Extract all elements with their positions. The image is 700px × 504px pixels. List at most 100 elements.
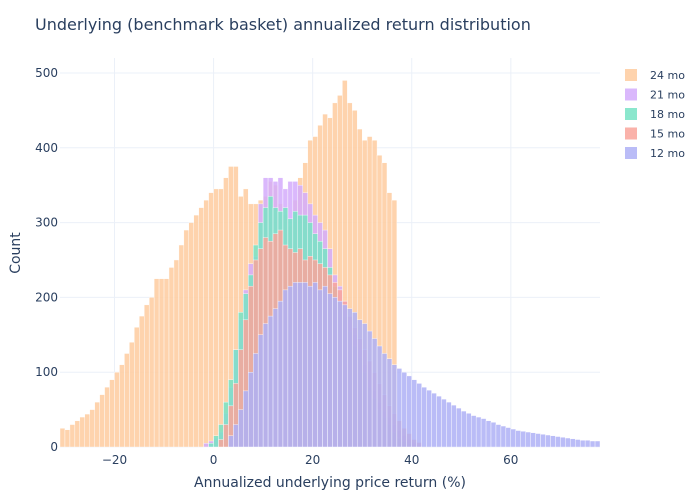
bar[interactable] [386, 358, 393, 448]
bar[interactable] [426, 389, 432, 448]
bar[interactable] [396, 368, 403, 448]
bar[interactable] [218, 439, 224, 448]
bar[interactable] [495, 424, 502, 448]
bar[interactable] [584, 440, 591, 448]
bar[interactable] [292, 282, 298, 448]
bar[interactable] [277, 300, 284, 448]
legend-item[interactable]: 24 mo [625, 69, 685, 82]
bar[interactable] [510, 428, 516, 448]
bar[interactable] [129, 342, 135, 448]
bar[interactable] [391, 364, 398, 448]
bar[interactable] [362, 323, 368, 448]
bar[interactable] [168, 267, 175, 448]
bar[interactable] [411, 379, 417, 448]
bar[interactable] [327, 293, 333, 448]
bar[interactable] [451, 404, 457, 448]
bar[interactable] [69, 424, 76, 448]
bar[interactable] [480, 418, 487, 448]
bar[interactable] [322, 285, 328, 448]
bar[interactable] [163, 278, 170, 448]
bar[interactable] [158, 278, 165, 448]
bar[interactable] [99, 394, 105, 448]
bar[interactable] [134, 327, 140, 448]
bar[interactable] [401, 371, 407, 448]
bar[interactable] [124, 353, 130, 448]
bar[interactable] [248, 371, 254, 448]
bar[interactable] [114, 371, 120, 448]
bar[interactable] [535, 433, 541, 448]
bar[interactable] [272, 308, 279, 448]
bar[interactable] [446, 401, 452, 448]
bar[interactable] [74, 420, 81, 448]
bar[interactable] [302, 282, 308, 448]
bar[interactable] [213, 435, 219, 448]
bar[interactable] [307, 285, 313, 448]
bar[interactable] [589, 440, 596, 448]
bar[interactable] [178, 244, 185, 448]
bar[interactable] [183, 229, 190, 448]
bar[interactable] [366, 330, 373, 448]
bar[interactable] [148, 297, 155, 448]
bar[interactable] [530, 432, 536, 448]
bar[interactable] [188, 222, 194, 448]
bar[interactable] [253, 353, 259, 448]
bar[interactable] [466, 413, 472, 448]
bar[interactable] [337, 300, 343, 448]
bar[interactable] [89, 409, 95, 448]
bar[interactable] [371, 338, 378, 448]
bar[interactable] [312, 282, 318, 448]
bar[interactable] [342, 304, 348, 448]
bar[interactable] [441, 398, 447, 448]
bar[interactable] [104, 386, 110, 448]
bar[interactable] [421, 386, 427, 448]
bar[interactable] [406, 375, 412, 448]
bar[interactable] [193, 214, 199, 448]
legend-item[interactable]: 18 mo [625, 108, 685, 121]
bar[interactable] [416, 383, 422, 448]
bar[interactable] [213, 188, 219, 448]
bar[interactable] [208, 443, 214, 448]
bar[interactable] [575, 439, 581, 448]
bar[interactable] [144, 304, 150, 448]
bar[interactable] [347, 308, 353, 448]
bar[interactable] [485, 420, 492, 448]
bar[interactable] [525, 431, 531, 448]
bar[interactable] [203, 443, 209, 448]
bar[interactable] [520, 431, 526, 448]
bar[interactable] [287, 285, 294, 448]
bar[interactable] [381, 353, 388, 448]
bar[interactable] [59, 428, 66, 448]
bar[interactable] [109, 379, 115, 448]
bar[interactable] [555, 436, 561, 448]
bar[interactable] [94, 401, 100, 448]
bar[interactable] [436, 395, 442, 448]
bar[interactable] [475, 416, 482, 448]
legend-item[interactable]: 12 mo [625, 147, 685, 160]
legend-item[interactable]: 21 mo [625, 88, 685, 102]
bar[interactable] [357, 319, 363, 448]
bar[interactable] [456, 407, 462, 448]
bar[interactable] [243, 390, 249, 448]
bar[interactable] [297, 282, 303, 448]
bar[interactable] [352, 312, 358, 448]
bar[interactable] [84, 413, 90, 448]
bar[interactable] [332, 297, 338, 448]
bar[interactable] [431, 392, 437, 448]
bar[interactable] [223, 424, 229, 448]
bar[interactable] [594, 440, 601, 448]
bar[interactable] [282, 289, 289, 448]
bar[interactable] [515, 430, 521, 448]
bar[interactable] [376, 345, 383, 448]
bar[interactable] [565, 437, 571, 448]
bar[interactable] [540, 434, 546, 448]
bar[interactable] [119, 364, 125, 448]
legend[interactable]: 24 mo 21 mo 18 mo 15 mo 12 mo [625, 69, 685, 160]
bar[interactable] [550, 435, 556, 448]
bar[interactable] [257, 334, 264, 448]
bar[interactable] [570, 438, 576, 448]
bar[interactable] [461, 410, 467, 448]
bar[interactable] [505, 427, 512, 448]
bar[interactable] [218, 188, 224, 448]
bar[interactable] [579, 440, 586, 448]
bar[interactable] [208, 192, 214, 448]
